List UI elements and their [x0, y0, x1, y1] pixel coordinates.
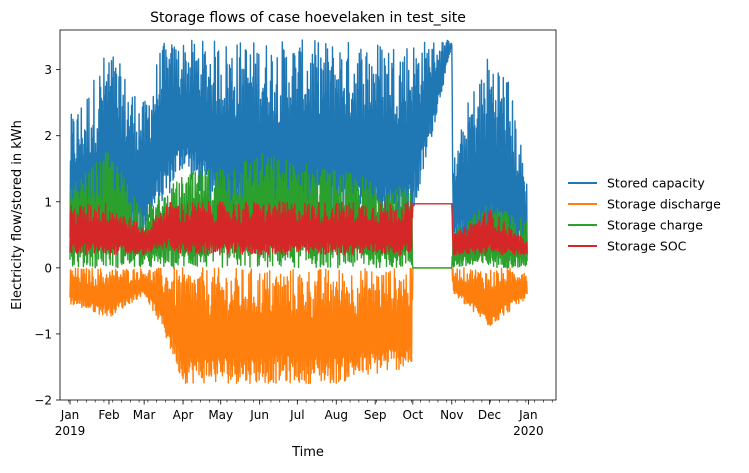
chart-title: Storage flows of case hoevelaken in test…: [150, 10, 466, 26]
x-tick-label: May: [208, 408, 233, 422]
x-tick-label: Jan: [518, 408, 538, 422]
y-tick-label: 3: [44, 63, 52, 77]
x-tick-label: Oct: [402, 408, 423, 422]
x-axis: Jan 2019 Feb Mar Apr May Jun Jul Aug Sep Oct Nov Dec…: [55, 400, 553, 438]
plot-area-frame: [59, 29, 557, 401]
series-line: [69, 151, 528, 269]
x-tick-label: Nov: [440, 408, 463, 422]
x-axis-label: Time: [291, 445, 324, 460]
y-axis: −2 −1 0 1 2 3: [34, 63, 60, 408]
x-tick-label: Mar: [133, 408, 156, 422]
x-tick-year-label: 2019: [55, 424, 86, 438]
x-tick-label: Apr: [173, 408, 194, 422]
legend-label: Storage charge: [607, 218, 703, 233]
series-layer: [69, 39, 528, 385]
y-tick-label: 2: [44, 129, 52, 143]
y-tick-label: −1: [34, 327, 52, 341]
y-tick-label: 0: [44, 261, 52, 275]
legend: Stored capacity Storage discharge Storage …: [568, 176, 721, 254]
x-tick-label: Sep: [364, 408, 387, 422]
legend-label: Stored capacity: [607, 176, 705, 191]
x-tick-label: Aug: [325, 408, 348, 422]
legend-label: Storage discharge: [607, 197, 721, 212]
x-tick-label: Jan: [60, 408, 80, 422]
y-tick-label: −2: [34, 394, 52, 408]
legend-label: Storage SOC: [607, 239, 687, 254]
x-tick-label: Dec: [478, 408, 501, 422]
x-tick-year-label: 2020: [513, 424, 544, 438]
series-line: [69, 201, 528, 256]
x-tick-label: Jun: [249, 408, 269, 422]
x-tick-label: Jul: [289, 408, 304, 422]
x-tick-label: Feb: [98, 408, 119, 422]
y-tick-label: 1: [44, 195, 52, 209]
y-axis-label: Electricity flow/stored in kWh: [10, 120, 25, 310]
series-line: [69, 267, 528, 385]
